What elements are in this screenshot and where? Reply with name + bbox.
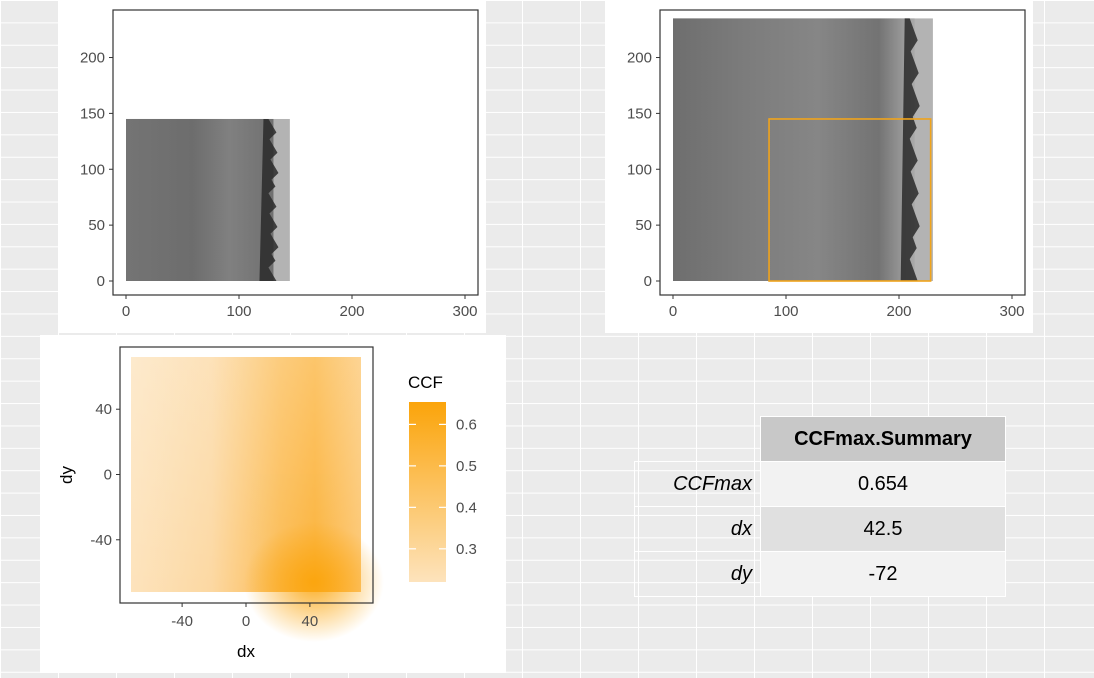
- y-tick-label: 40: [95, 401, 112, 418]
- x-tick-label: 200: [886, 303, 911, 320]
- ccf-heatmap-panel: -40 0 40 40 0 -40 dx dy CCF 0.6 0.5 0.4 0.3: [40, 335, 506, 673]
- y-tick-label: 100: [627, 161, 652, 178]
- row-value: -72: [761, 552, 1006, 597]
- ccf-heatmap: -40 0 40 40 0 -40 dx dy CCF 0.6 0.5 0.4 0.3: [40, 335, 506, 673]
- image-surface: [126, 119, 273, 281]
- ccfmax-summary-table: CCFmax.Summary CCFmax 0.654 dx 42.5 dy -…: [634, 416, 1006, 597]
- legend-tick-label: 0.5: [456, 458, 477, 475]
- x-axis-title: dx: [237, 642, 255, 661]
- row-value: 0.654: [761, 462, 1006, 507]
- y-tick-label: 150: [627, 105, 652, 122]
- x-tick-label: 100: [226, 303, 251, 320]
- row-label: CCFmax: [635, 462, 761, 507]
- y-tick-label: 0: [104, 467, 112, 484]
- x-tick-label: 40: [302, 613, 319, 630]
- x-tick-label: 200: [339, 303, 364, 320]
- y-axis-title: dy: [57, 466, 76, 484]
- row-label: dx: [635, 507, 761, 552]
- x-tick-label: 100: [773, 303, 798, 320]
- y-tick-label: 50: [635, 217, 652, 234]
- table-row: dx 42.5: [635, 507, 1006, 552]
- reference-plot: 0 100 200 300 0 50 100 150 200: [58, 0, 486, 333]
- y-tick-label: 200: [80, 50, 105, 67]
- row-label: dy: [635, 552, 761, 597]
- y-tick-label: 200: [627, 50, 652, 67]
- x-tick-label: 300: [452, 303, 477, 320]
- legend-tick-label: 0.3: [456, 541, 477, 558]
- y-tick-label: 50: [88, 217, 105, 234]
- image-surface: [673, 18, 915, 281]
- reference-plot-panel: 0 100 200 300 0 50 100 150 200: [58, 0, 486, 333]
- legend-tick-label: 0.4: [456, 499, 477, 516]
- y-tick-label: 0: [97, 273, 105, 290]
- comparison-plot-panel: 0 100 200 300 0 50 100 150 200: [605, 0, 1033, 333]
- x-tick-label: 0: [242, 613, 250, 630]
- reference-surface: [126, 119, 290, 281]
- x-tick-label: 0: [122, 303, 130, 320]
- x-tick-label: 0: [669, 303, 677, 320]
- y-tick-label: 100: [80, 161, 105, 178]
- table-header: CCFmax.Summary: [761, 417, 1006, 462]
- y-tick-label: 150: [80, 105, 105, 122]
- y-tick-label: 0: [644, 273, 652, 290]
- legend-tick-label: 0.6: [456, 416, 477, 433]
- x-tick-label: -40: [171, 613, 193, 630]
- table-corner: [635, 417, 761, 462]
- legend-title: CCF: [408, 373, 443, 392]
- x-tick-label: 300: [999, 303, 1024, 320]
- comparison-surface: [673, 18, 933, 281]
- table-row: dy -72: [635, 552, 1006, 597]
- y-tick-label: -40: [90, 532, 112, 549]
- table-row: CCFmax 0.654: [635, 462, 1006, 507]
- comparison-plot: 0 100 200 300 0 50 100 150 200: [605, 0, 1033, 333]
- legend-colorbar: [409, 402, 446, 582]
- row-value: 42.5: [761, 507, 1006, 552]
